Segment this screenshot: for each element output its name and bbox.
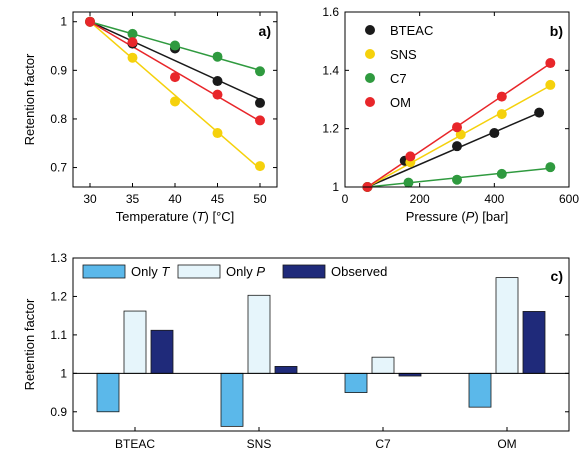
data-point-sns xyxy=(545,79,556,90)
panel-a: 30 35 40 45 50 0.7 0.8 0.9 1 a) Temperature (T) [°… xyxy=(22,12,277,224)
bar-only-p xyxy=(371,356,395,374)
x-tick-label: 40 xyxy=(168,192,182,206)
x-tick-label: SNS xyxy=(247,437,272,451)
legend-label-bteac: BTEAC xyxy=(390,23,433,38)
bar-only-t xyxy=(96,372,120,413)
data-point-c7 xyxy=(403,177,414,188)
x-tick-label: C7 xyxy=(375,437,391,451)
data-point-c7 xyxy=(452,174,462,185)
x-tick-label: OM xyxy=(497,437,516,451)
y-tick-label: 0.8 xyxy=(50,112,67,126)
data-point-om xyxy=(127,37,138,48)
legend-marker-bteac xyxy=(365,25,375,35)
y-tick-label: 1.3 xyxy=(50,251,67,265)
data-point-bteac xyxy=(489,128,500,139)
data-point-c7 xyxy=(127,28,138,39)
x-axis-label: Pressure (P) [bar] xyxy=(406,209,509,224)
bar-only-t xyxy=(220,372,244,427)
bar-observed xyxy=(150,329,174,374)
fit-line-sns xyxy=(89,21,261,170)
x-tick-label: 0 xyxy=(342,192,349,206)
x-tick-label: 45 xyxy=(211,192,225,206)
legend-label-only-t: Only T xyxy=(131,264,170,279)
data-point-sns xyxy=(212,128,223,139)
legend-marker-om xyxy=(365,97,375,107)
legend-marker-c7 xyxy=(365,73,375,83)
panel-label: b) xyxy=(550,23,563,39)
legend-swatch-only-t xyxy=(82,264,126,279)
y-tick-label: 1.1 xyxy=(50,328,67,342)
data-point-sns xyxy=(255,161,265,172)
bar-only-t xyxy=(468,372,492,408)
data-point-sns xyxy=(127,52,138,63)
plot-frame-b xyxy=(344,11,570,188)
y-tick-label: 1.2 xyxy=(322,122,339,136)
bar-observed xyxy=(522,311,546,374)
fit-line-bteac xyxy=(367,112,540,188)
y-tick-label: 0.9 xyxy=(50,405,67,419)
data-point-om xyxy=(255,115,265,126)
bar-only-p xyxy=(247,294,271,374)
data-point-c7 xyxy=(545,162,556,173)
legend-label-sns: SNS xyxy=(390,47,417,62)
legend-label-c7: C7 xyxy=(390,71,407,86)
legend-swatch-only-p xyxy=(177,264,221,279)
data-point-c7 xyxy=(496,168,507,179)
bar-only-t xyxy=(344,372,368,393)
x-tick-label: 50 xyxy=(253,192,267,206)
y-tick-label: 1 xyxy=(60,15,67,29)
data-point-om xyxy=(452,122,462,133)
plot-frame-c xyxy=(72,257,570,432)
y-tick-label: 0.9 xyxy=(50,63,67,77)
data-point-om xyxy=(212,89,223,100)
x-tick-label: BTEAC xyxy=(115,437,155,451)
data-point-c7 xyxy=(212,51,223,62)
data-point-bteac xyxy=(255,97,265,108)
data-point-c7 xyxy=(255,66,265,77)
legend-marker-sns xyxy=(365,49,375,59)
x-tick-label: 35 xyxy=(126,192,140,206)
bar-only-p xyxy=(495,277,519,374)
x-tick-label: 600 xyxy=(559,192,579,206)
y-axis-label: Retention factor xyxy=(22,298,37,390)
panel-c: BTEAC SNS C7 OM 0.9 1 1.1 1.2 1.3 c) Retention fac… xyxy=(22,251,569,451)
x-axis-label: Temperature (T) [°C] xyxy=(116,209,235,224)
data-point-om xyxy=(496,91,507,102)
legend-label-observed: Observed xyxy=(331,264,387,279)
y-tick-label: 1.2 xyxy=(50,289,67,303)
data-point-om xyxy=(545,58,556,69)
data-point-sns xyxy=(170,96,180,107)
x-tick-label: 200 xyxy=(410,192,430,206)
data-point-bteac xyxy=(534,107,545,118)
y-tick-label: 1.6 xyxy=(322,5,339,19)
panel-label: a) xyxy=(259,23,271,39)
y-tick-label: 1 xyxy=(332,180,339,194)
y-tick-label: 1 xyxy=(60,366,67,380)
y-axis-label: Retention factor xyxy=(22,53,37,145)
data-point-c7 xyxy=(170,40,180,51)
plot-frame-a xyxy=(72,11,278,188)
data-point-sns xyxy=(496,109,507,120)
legend-label-om: OM xyxy=(390,95,411,110)
data-point-om xyxy=(85,16,95,27)
data-point-om xyxy=(170,72,180,83)
data-point-bteac xyxy=(452,141,462,152)
panel-label: c) xyxy=(551,268,563,284)
data-point-bteac xyxy=(212,76,223,87)
x-tick-label: 400 xyxy=(484,192,504,206)
fit-line-om xyxy=(89,21,261,122)
x-tick-label: 30 xyxy=(83,192,97,206)
legend-swatch-observed xyxy=(282,264,326,279)
bar-observed xyxy=(274,366,298,374)
y-tick-label: 0.7 xyxy=(50,161,67,175)
fit-line-bteac xyxy=(89,21,261,101)
y-tick-label: 1.4 xyxy=(322,63,339,77)
bar-only-p xyxy=(123,310,147,374)
legend-label-only-p: Only P xyxy=(226,264,265,279)
data-point-om xyxy=(405,151,416,162)
panel-b: 0 200 400 600 1 1.2 1.4 1.6 b) Pressure (P) [bar]… xyxy=(322,5,579,224)
